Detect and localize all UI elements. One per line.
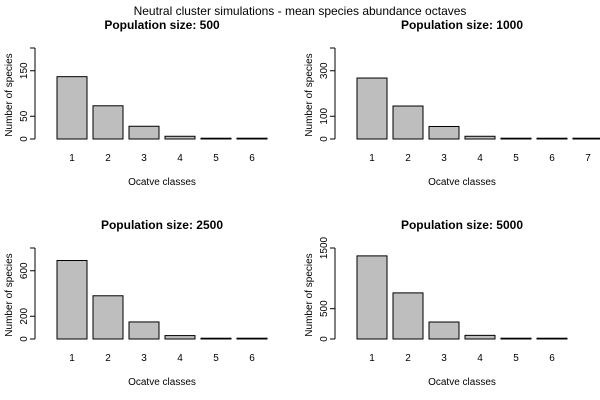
x-tick-label: 1	[69, 353, 75, 364]
y-axis-label: Number of species	[304, 53, 315, 136]
panel-title: Population size: 1000	[401, 18, 523, 32]
x-axis-label: Ocatve classes	[428, 377, 496, 388]
x-tick-label: 6	[249, 153, 255, 164]
y-axis: 0 50 150	[19, 47, 36, 142]
figure-title: Neutral cluster simulations - mean speci…	[134, 4, 467, 18]
bar-1	[56, 76, 88, 140]
bar-6	[236, 337, 268, 340]
x-tick-label: 6	[249, 353, 255, 364]
x-tick-group: 1 2 3 4 5 6	[69, 353, 255, 364]
y-axis: 0 200 600	[19, 247, 36, 342]
chart-panel-pop-500: Population size: 500 Ocatve classes Numb…	[4, 18, 268, 188]
x-tick-label: 4	[177, 153, 183, 164]
x-tick-label: 5	[213, 153, 219, 164]
y-tick-label: 300	[319, 62, 330, 79]
x-tick-label: 3	[441, 153, 447, 164]
bar-2	[92, 105, 124, 140]
y-axis-label: Number of species	[4, 53, 15, 136]
y-tick-label: 500	[319, 300, 330, 317]
x-tick-label: 2	[105, 153, 111, 164]
bar-2	[92, 295, 124, 340]
x-tick-label: 6	[549, 353, 555, 364]
panel-title: Population size: 500	[104, 18, 220, 32]
bar-group	[356, 77, 600, 140]
x-tick-label: 2	[405, 153, 411, 164]
bar-7	[572, 137, 600, 140]
x-tick-label: 2	[405, 353, 411, 364]
y-axis-label: Number of species	[304, 253, 315, 336]
x-tick-label: 7	[585, 153, 591, 164]
x-axis-label: Ocatve classes	[128, 177, 196, 188]
bar-1	[356, 255, 388, 340]
bar-1	[356, 77, 388, 140]
x-tick-label: 5	[513, 153, 519, 164]
x-tick-label: 3	[141, 353, 147, 364]
y-tick-label: 1500	[319, 236, 330, 259]
bar-group	[56, 76, 268, 140]
y-axis: 0 500 1500	[319, 236, 336, 342]
bar-3	[128, 125, 160, 140]
bar-4	[464, 135, 496, 140]
y-tick-label: 200	[19, 307, 30, 324]
chart-panel-pop-5000: Population size: 5000 Ocatve classes Num…	[304, 218, 568, 388]
x-axis-label: Ocatve classes	[428, 177, 496, 188]
x-tick-label: 5	[513, 353, 519, 364]
bar-5	[200, 137, 232, 140]
y-tick-label: 0	[319, 136, 330, 142]
chart-panel-pop-1000: Population size: 1000 Ocatve classes Num…	[304, 18, 600, 188]
bar-3	[128, 321, 160, 340]
bar-2	[392, 105, 424, 140]
bar-4	[164, 135, 196, 140]
y-tick-label: 600	[19, 262, 30, 279]
bar-6	[536, 337, 568, 340]
y-axis-label: Number of species	[4, 253, 15, 336]
bar-4	[164, 335, 196, 340]
panel-title: Population size: 5000	[401, 218, 523, 232]
chart-panel-pop-2500: Population size: 2500 Ocatve classes Num…	[4, 218, 268, 388]
y-tick-label: 150	[19, 62, 30, 79]
bar-5	[500, 137, 532, 140]
y-tick-label: 50	[19, 110, 30, 122]
x-tick-group: 1 2 3 4 5 6	[369, 353, 555, 364]
y-tick-label: 100	[319, 107, 330, 124]
bar-6	[236, 137, 268, 140]
x-tick-label: 1	[369, 353, 375, 364]
x-tick-group: 1 2 3 4 5 6 7	[369, 153, 591, 164]
x-axis-label: Ocatve classes	[128, 377, 196, 388]
y-axis: 0 100 300	[319, 47, 336, 142]
x-tick-label: 5	[213, 353, 219, 364]
x-tick-label: 3	[441, 353, 447, 364]
bar-1	[56, 260, 88, 340]
bar-5	[500, 337, 532, 340]
panel-title: Population size: 2500	[101, 218, 223, 232]
x-tick-label: 1	[369, 153, 375, 164]
x-tick-label: 4	[477, 353, 483, 364]
x-tick-group: 1 2 3 4 5 6	[69, 153, 255, 164]
bar-group	[356, 255, 568, 340]
bar-4	[464, 334, 496, 340]
x-tick-label: 3	[141, 153, 147, 164]
bar-group	[56, 260, 268, 340]
y-tick-label: 0	[319, 336, 330, 342]
x-tick-label: 2	[105, 353, 111, 364]
x-tick-label: 6	[549, 153, 555, 164]
x-tick-label: 4	[177, 353, 183, 364]
x-tick-label: 1	[69, 153, 75, 164]
bar-3	[428, 125, 460, 140]
bar-3	[428, 321, 460, 340]
bar-2	[392, 292, 424, 340]
y-tick-label: 0	[19, 136, 30, 142]
x-tick-label: 4	[477, 153, 483, 164]
bar-6	[536, 137, 568, 140]
y-tick-label: 0	[19, 336, 30, 342]
bar-5	[200, 337, 232, 340]
